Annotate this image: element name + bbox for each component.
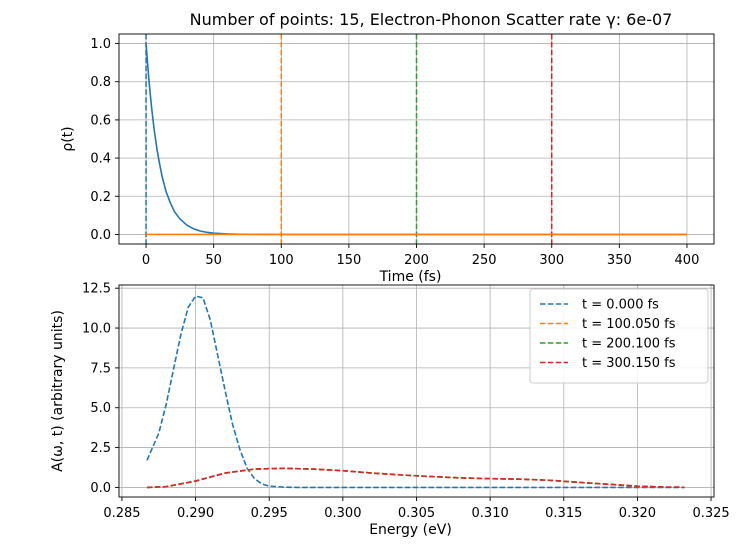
legend: t = 0.000 fs t = 100.050 fs t = 200.100 fs… [529,288,709,384]
x-tick-label: 0 [142,253,150,268]
x-tick-label: 0.285 [103,506,140,521]
y-tick-label: 2.5 [90,441,111,456]
y-tick-label: 7.5 [90,361,111,376]
y-tick-label: 0.2 [90,190,111,205]
x-tick-label: 100 [269,253,294,268]
y-tick-label: 0.0 [90,481,111,496]
y-tick-label: 0.4 [90,152,111,167]
x-tick-label: 0.295 [251,506,288,521]
x-tick-label: 0.300 [324,506,361,521]
legend-entry-2: t = 200.100 fs [582,337,676,352]
y-axis-label: A(ω, t) (arbitrary units) [50,310,66,472]
x-tick-label: 400 [675,253,700,268]
top-axes: 0 50 100 150 200 250 300 350 400 0.0 0.2 0.4 0.6 0.8 1… [60,33,715,285]
x-axis-label: Time (fs) [379,269,442,285]
series-line-0 [146,295,685,489]
y-tick-label: 0.8 [90,75,111,90]
x-tick-label: 0.310 [472,506,509,521]
y-axis-label: ρ(t) [60,126,76,151]
plot-area [145,34,687,244]
legend-entry-1: t = 100.050 fs [582,317,676,332]
series-line-3 [146,467,685,489]
y-tick-label: 0.6 [90,113,111,128]
x-tick-label: 0.305 [398,506,435,521]
x-tick-label: 0.320 [619,506,656,521]
y-tick-label: 12.5 [82,282,111,297]
plot-area [146,295,685,489]
x-tick-label: 0.315 [545,506,582,521]
y-tick-label: 0.0 [90,228,111,243]
x-tick-label: 0.325 [692,506,729,521]
figure-title: Number of points: 15, Electron-Phonon Sc… [190,10,673,29]
legend-box [529,288,709,384]
x-tick-label: 250 [472,253,497,268]
legend-entry-3: t = 300.150 fs [582,356,676,371]
bottom-axes: 0.285 0.290 0.295 0.300 0.305 0.310 0.315 0.320… [50,282,730,538]
y-tick-label: 1.0 [90,37,111,52]
y-tick-label: 5.0 [90,401,111,416]
x-tick-label: 150 [336,253,361,268]
x-tick-label: 0.290 [177,506,214,521]
legend-entry-0: t = 0.000 fs [582,298,659,313]
y-tick-label: 10.0 [82,322,111,337]
x-axis-label: Energy (eV) [369,522,452,538]
x-tick-label: 350 [607,253,632,268]
x-tick-label: 50 [205,253,222,268]
x-tick-label: 200 [404,253,429,268]
x-tick-label: 300 [539,253,564,268]
